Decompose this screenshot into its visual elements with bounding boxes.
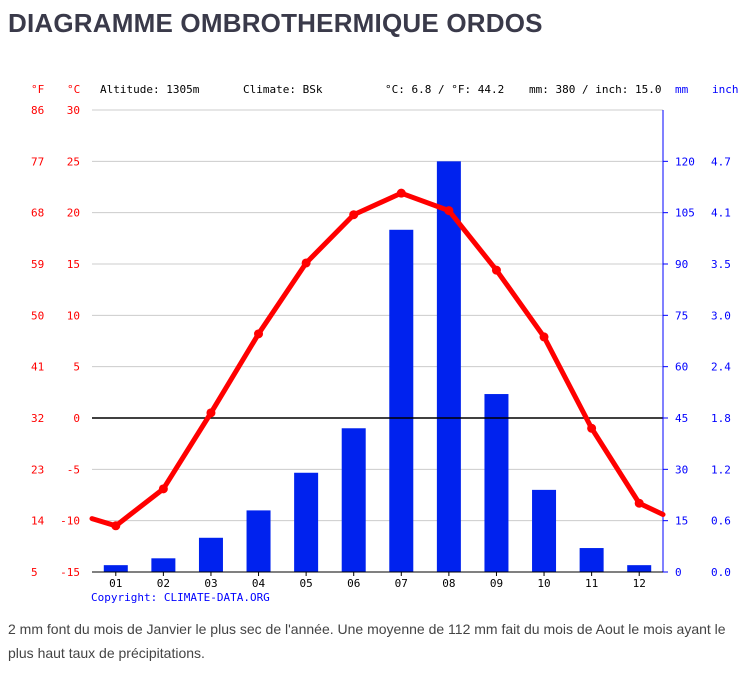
- temperature-point: [349, 210, 359, 220]
- climate-label: Climate: BSk: [243, 83, 323, 96]
- precipitation-bar: [103, 565, 128, 572]
- inch-unit-label: inch: [712, 83, 739, 96]
- celsius-tick-label: -5: [67, 463, 80, 476]
- inch-tick-label: 4.1: [711, 207, 731, 220]
- temperature-point: [301, 258, 311, 268]
- inch-tick-label: 3.5: [711, 258, 731, 271]
- month-label: 04: [252, 577, 266, 590]
- month-label: 06: [347, 577, 360, 590]
- page-title: DIAGRAMME OMBROTHERMIQUE ORDOS: [8, 8, 543, 38]
- mm-tick-label: 105: [675, 207, 695, 220]
- celsius-tick-label: -15: [60, 566, 80, 579]
- precipitation-bar: [532, 489, 557, 572]
- chart-caption: 2 mm font du mois de Janvier le plus sec…: [8, 621, 726, 661]
- fahrenheit-tick-label: 23: [31, 463, 44, 476]
- month-label: 10: [537, 577, 550, 590]
- temperature-point: [539, 332, 549, 342]
- fahrenheit-tick-label: 50: [31, 309, 44, 322]
- fahrenheit-tick-label: 14: [31, 515, 45, 528]
- month-label: 02: [157, 577, 170, 590]
- precipitation-bars: [103, 161, 652, 573]
- precipitation-bar: [436, 161, 461, 573]
- month-label: 11: [585, 577, 598, 590]
- precipitation-bar: [151, 558, 176, 572]
- precipitation-bar: [579, 548, 604, 572]
- month-label: 05: [300, 577, 313, 590]
- fahrenheit-tick-label: 41: [31, 361, 44, 374]
- fahrenheit-unit-label: °F: [31, 83, 44, 96]
- climate-chart: °F °C Altitude: 1305m Climate: BSk °C: 6…: [31, 83, 739, 604]
- celsius-tick-label: 20: [67, 207, 80, 220]
- altitude-label: Altitude: 1305m: [100, 83, 200, 96]
- temperature-point: [444, 206, 454, 216]
- precipitation-bar: [198, 537, 223, 572]
- temperature-line-path: [89, 190, 666, 529]
- month-label: 12: [633, 577, 646, 590]
- fahrenheit-tick-label: 32: [31, 412, 44, 425]
- mm-tick-label: 60: [675, 361, 688, 374]
- temperature-point: [111, 521, 121, 531]
- inch-tick-label: 3.0: [711, 309, 731, 322]
- celsius-unit-label: °C: [67, 83, 80, 96]
- temperature-point: [587, 423, 597, 433]
- celsius-tick-label: -10: [60, 515, 80, 528]
- inch-tick-label: 0.0: [711, 566, 731, 579]
- temperature-point: [491, 265, 501, 275]
- fahrenheit-tick-label: 59: [31, 258, 44, 271]
- right-axis-ticks: 120 4.7 105 4.1 90 3.5 75 3.0 60 2.4 45 1.8 30 1.2 15 0…: [663, 155, 731, 579]
- temperature-point: [254, 329, 264, 339]
- temperature-point: [206, 408, 216, 418]
- celsius-tick-label: 10: [67, 309, 80, 322]
- celsius-tick-label: 0: [73, 412, 80, 425]
- month-label: 09: [490, 577, 503, 590]
- left-axis-ticks: 30 86 25 77 20 68 15 59 10 50 5 41 0 32 -5 23 -10 14 -15 5: [31, 104, 80, 579]
- precipitation-bar: [341, 428, 366, 572]
- temperature-line: [89, 188, 666, 531]
- celsius-tick-label: 30: [67, 104, 80, 117]
- inch-tick-label: 1.2: [711, 463, 731, 476]
- fahrenheit-tick-label: 68: [31, 207, 44, 220]
- precipitation-bar: [246, 510, 271, 572]
- celsius-tick-label: 25: [67, 155, 80, 168]
- temperature-average-label: °C: 6.8 / °F: 44.2: [385, 83, 504, 96]
- copyright-label: Copyright: CLIMATE-DATA.ORG: [91, 591, 270, 604]
- precipitation-bar: [294, 472, 319, 572]
- precipitation-total-label: mm: 380 / inch: 15.0: [529, 83, 661, 96]
- month-label: 07: [395, 577, 408, 590]
- grid-lines: [92, 109, 663, 573]
- precipitation-bar: [389, 229, 414, 572]
- month-label: 08: [442, 577, 455, 590]
- inch-tick-label: 0.6: [711, 515, 731, 528]
- mm-tick-label: 75: [675, 309, 688, 322]
- fahrenheit-tick-label: 5: [31, 566, 38, 579]
- month-label: 01: [109, 577, 122, 590]
- mm-tick-label: 15: [675, 515, 688, 528]
- mm-tick-label: 120: [675, 155, 695, 168]
- temperature-point: [396, 188, 406, 198]
- fahrenheit-tick-label: 86: [31, 104, 44, 117]
- precipitation-bar: [484, 394, 509, 572]
- inch-tick-label: 1.8: [711, 412, 731, 425]
- precipitation-bar: [627, 565, 652, 572]
- mm-tick-label: 30: [675, 463, 688, 476]
- celsius-tick-label: 15: [67, 258, 80, 271]
- mm-tick-label: 45: [675, 412, 688, 425]
- month-labels: 01 02 03 04 05 06 07 08 09 10 11 12: [109, 572, 646, 590]
- fahrenheit-tick-label: 77: [31, 155, 44, 168]
- celsius-tick-label: 5: [73, 361, 80, 374]
- temperature-point: [158, 484, 168, 494]
- inch-tick-label: 2.4: [711, 361, 731, 374]
- mm-tick-label: 0: [675, 566, 682, 579]
- mm-tick-label: 90: [675, 258, 688, 271]
- month-label: 03: [204, 577, 217, 590]
- inch-tick-label: 4.7: [711, 155, 731, 168]
- temperature-point: [634, 498, 644, 508]
- mm-unit-label: mm: [675, 83, 689, 96]
- axes: [92, 110, 664, 573]
